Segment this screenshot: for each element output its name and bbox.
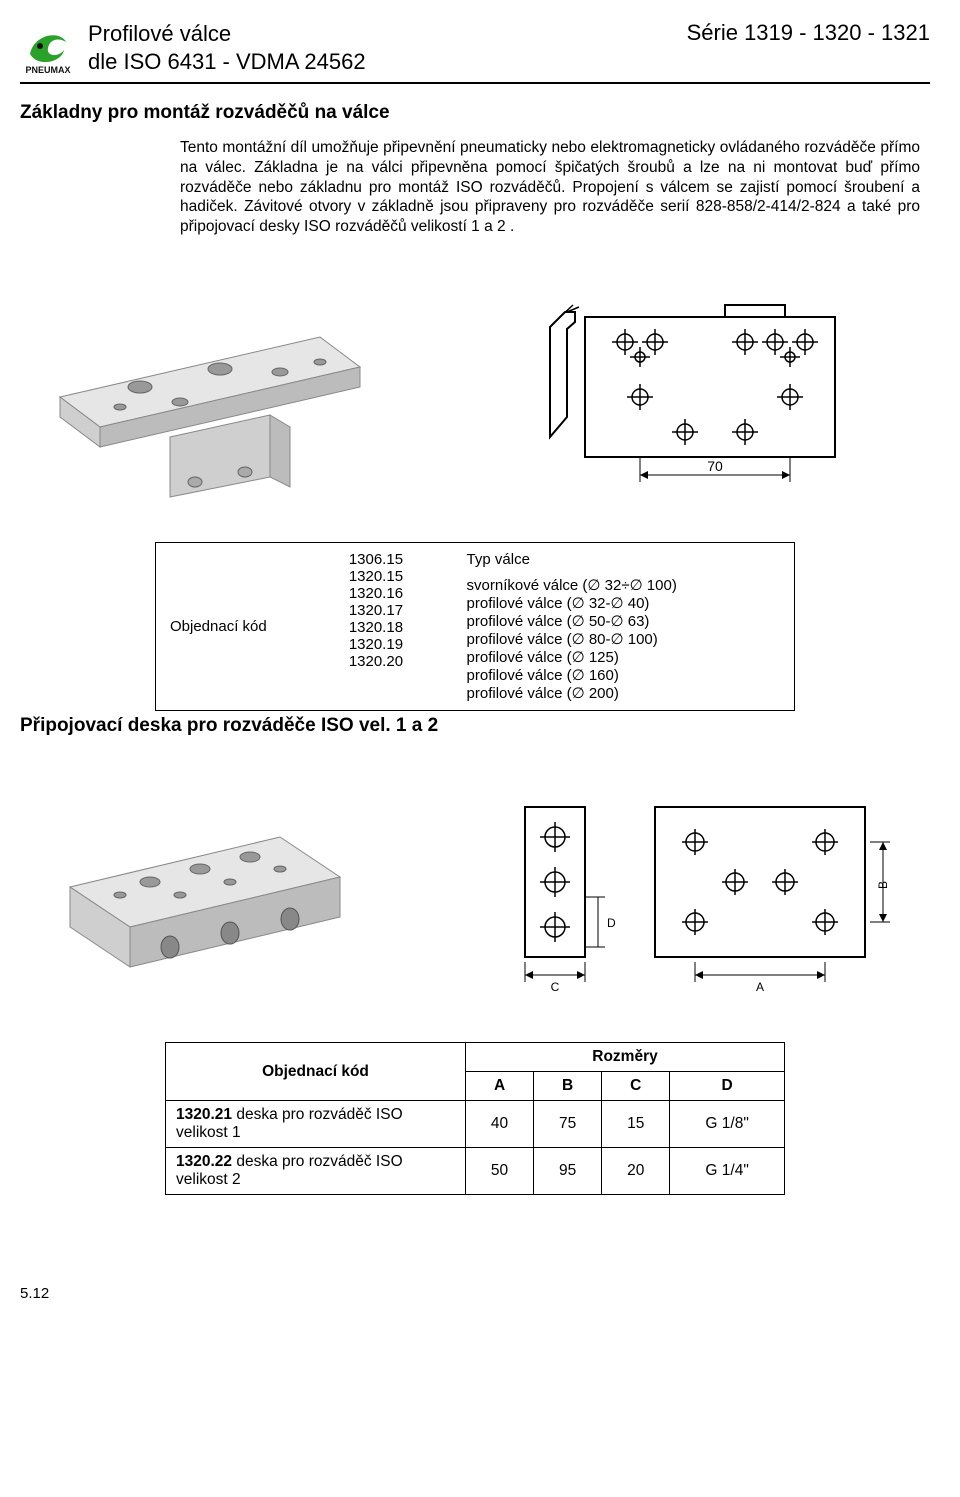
t2-dims-header: Rozměry — [466, 1043, 785, 1072]
t1-t: profilové válce (∅ 125) — [467, 648, 780, 666]
t2-r0-code: 1320.21 — [176, 1106, 232, 1123]
section1-body: Tento montážní díl umožňuje připevnění p… — [180, 138, 920, 237]
t2-ch: B — [534, 1072, 602, 1101]
dims-table-wrap: Objednací kód Rozměry A B C D 1320.21 de… — [165, 1042, 785, 1195]
dim-a: A — [756, 980, 764, 994]
order-code-table: Objednací kód 1306.15 1320.15 1320.16 13… — [155, 542, 795, 711]
t2-v: 20 — [602, 1148, 670, 1195]
t1-c: 1320.18 — [349, 619, 439, 636]
page-header: PNEUMAX Profilové válce dle ISO 6431 - V… — [20, 20, 930, 76]
order-code-table-wrap: Objednací kód 1306.15 1320.15 1320.16 13… — [155, 542, 795, 711]
t1-c: 1320.19 — [349, 636, 439, 653]
t1-col1-label: Objednací kód — [156, 543, 335, 711]
brand-logo: PNEUMAX — [20, 20, 76, 76]
t2-v: G 1/8" — [670, 1101, 785, 1148]
t1-c: 1320.20 — [349, 653, 439, 670]
baseplate-illustration — [20, 277, 455, 512]
dim-b: B — [876, 881, 890, 889]
page-number: 5.12 — [20, 1285, 930, 1302]
t1-t: svorníkové válce (∅ 32÷∅ 100) — [467, 576, 780, 594]
dim-70: 70 — [707, 458, 723, 474]
t1-c: 1320.17 — [349, 602, 439, 619]
t2-v: G 1/4" — [670, 1148, 785, 1195]
baseplate-diagram: 70 — [495, 277, 930, 512]
t1-c: 1320.16 — [349, 585, 439, 602]
series-label: Série 1319 - 1320 - 1321 — [687, 20, 930, 46]
t2-v: 50 — [466, 1148, 534, 1195]
header-text: Profilové válce dle ISO 6431 - VDMA 2456… — [88, 20, 930, 75]
section1-title: Základny pro montáž rozváděčů na válce — [20, 102, 930, 124]
t1-c: 1320.15 — [349, 568, 439, 585]
subbase-illustration — [20, 787, 455, 992]
header-rule — [20, 82, 930, 84]
t1-t: profilové válce (∅ 32-∅ 40) — [467, 594, 780, 612]
t2-col1-header: Objednací kód — [166, 1043, 466, 1101]
t1-types-cell: svorníkové válce (∅ 32÷∅ 100) profilové … — [453, 576, 795, 711]
t2-v: 75 — [534, 1101, 602, 1148]
table-row: 1320.22 deska pro rozváděč ISO velikost … — [166, 1148, 785, 1195]
section2-images: D C — [20, 777, 930, 1002]
t1-t: profilové válce (∅ 200) — [467, 684, 780, 702]
section2-title: Připojovací deska pro rozváděče ISO vel.… — [20, 715, 930, 737]
subbase-diagram: D C — [495, 777, 930, 1002]
t1-t: profilové válce (∅ 50-∅ 63) — [467, 612, 780, 630]
title-line-1: Profilové válce — [88, 20, 366, 48]
t2-ch: D — [670, 1072, 785, 1101]
brand-text: PNEUMAX — [25, 65, 70, 75]
t1-t: profilové válce (∅ 80-∅ 100) — [467, 630, 780, 648]
t2-v: 95 — [534, 1148, 602, 1195]
document-page: PNEUMAX Profilové válce dle ISO 6431 - V… — [0, 0, 960, 1322]
dim-d: D — [607, 916, 616, 930]
t1-t: profilové válce (∅ 160) — [467, 666, 780, 684]
t2-ch: A — [466, 1072, 534, 1101]
table-row: 1320.21 deska pro rozváděč ISO velikost … — [166, 1101, 785, 1148]
title-line-2: dle ISO 6431 - VDMA 24562 — [88, 48, 366, 76]
t1-col3-header: Typ válce — [453, 543, 795, 577]
t2-v: 15 — [602, 1101, 670, 1148]
section1-images: 70 — [20, 277, 930, 512]
title-block: Profilové válce dle ISO 6431 - VDMA 2456… — [88, 20, 366, 75]
t2-r1-code: 1320.22 — [176, 1153, 232, 1170]
t2-v: 40 — [466, 1101, 534, 1148]
t1-codes-cell: 1306.15 1320.15 1320.16 1320.17 1320.18 … — [335, 543, 453, 711]
dim-c: C — [551, 980, 560, 994]
t1-c: 1306.15 — [349, 551, 439, 568]
dims-table: Objednací kód Rozměry A B C D 1320.21 de… — [165, 1042, 785, 1195]
t2-ch: C — [602, 1072, 670, 1101]
